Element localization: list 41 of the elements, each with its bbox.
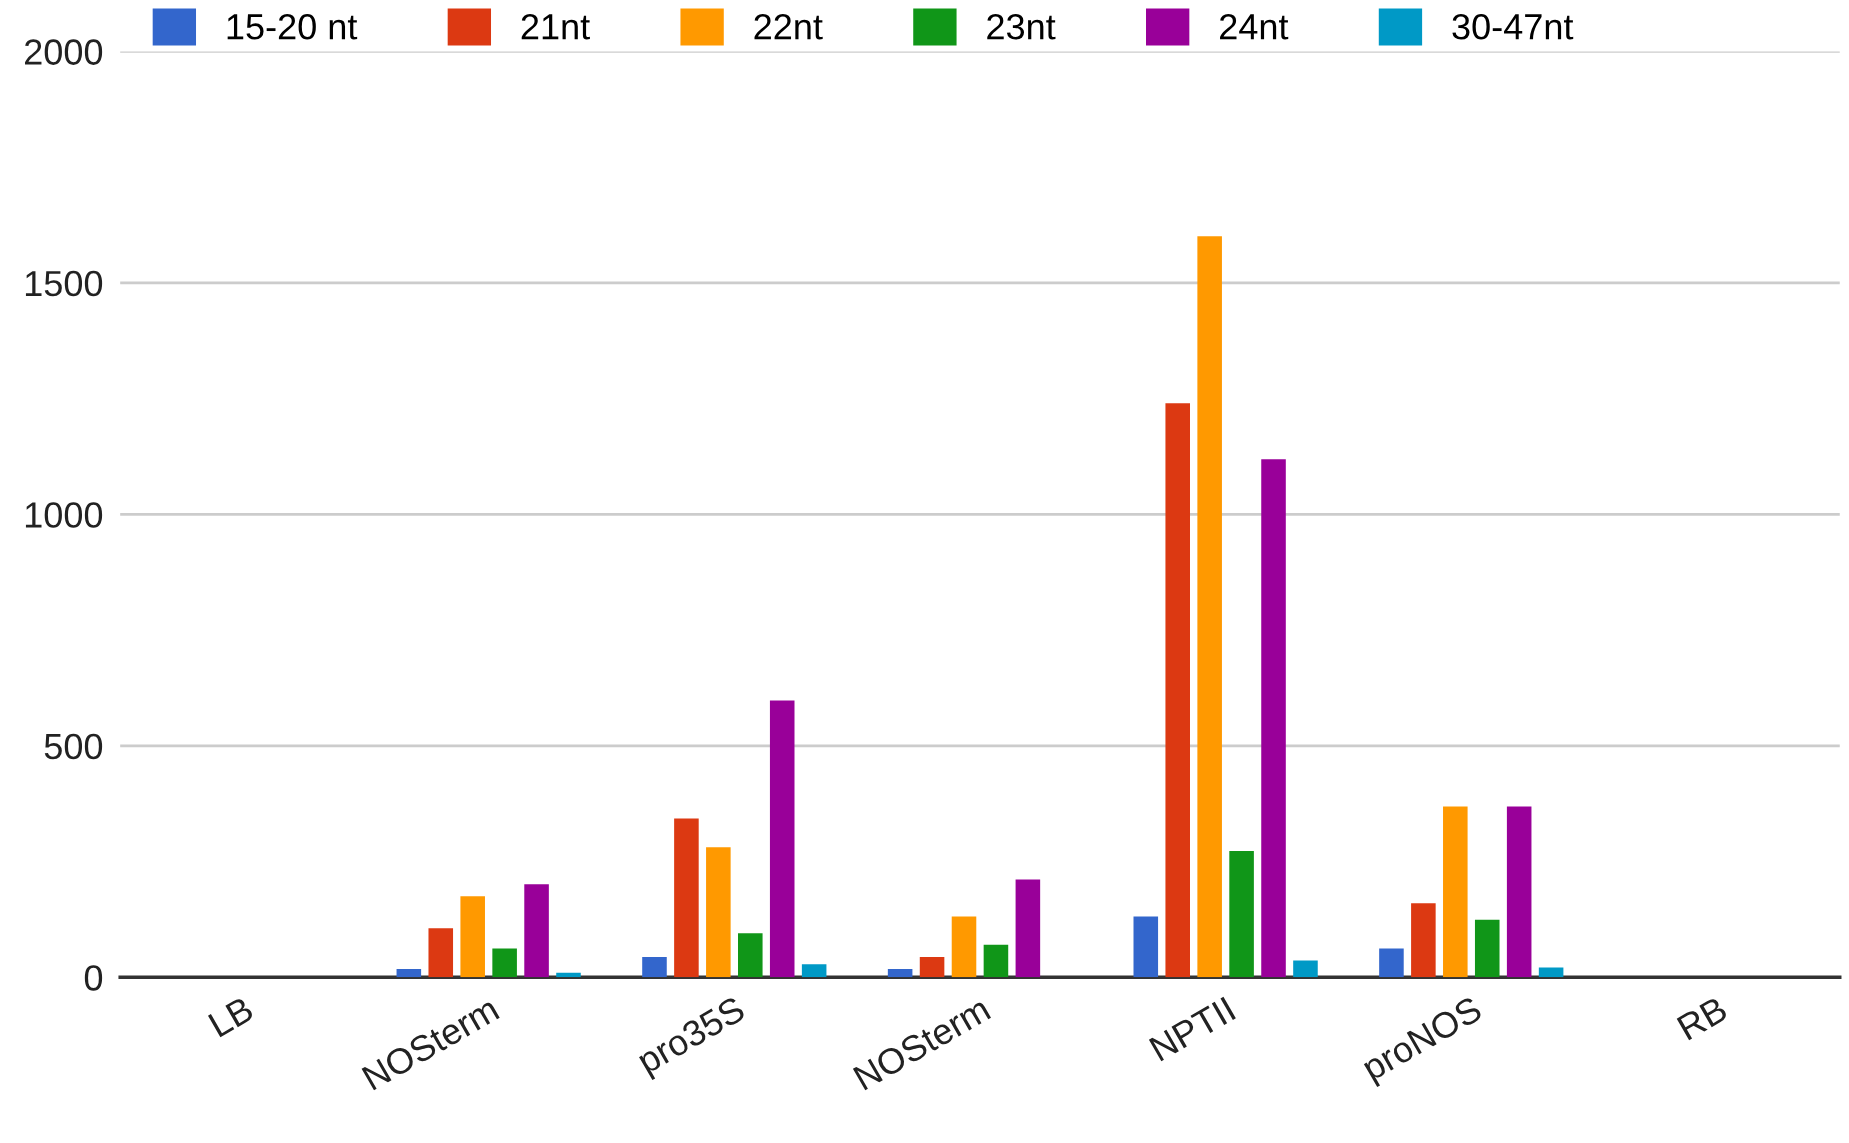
bar: [1261, 459, 1286, 978]
legend-label: 24nt: [1220, 14, 1289, 40]
legend-label: 30-47nt: [1452, 14, 1574, 40]
bar: [1411, 903, 1436, 978]
bar: [460, 896, 485, 978]
y-tick-label: 0: [84, 965, 103, 991]
bar: [1538, 967, 1564, 978]
bar: [983, 944, 1009, 978]
bar: [738, 933, 763, 978]
bar: [1293, 960, 1318, 978]
bar: [1379, 948, 1404, 978]
x-tick-label: LB: [207, 996, 255, 1038]
bar: [801, 964, 827, 978]
bar: [1015, 879, 1041, 978]
bar: [1506, 806, 1532, 978]
bar: [769, 700, 795, 978]
bar: [642, 956, 667, 978]
bar: [1165, 403, 1190, 978]
y-tick-label: 2000: [25, 39, 103, 65]
bar: [428, 928, 454, 978]
bar: [919, 956, 945, 978]
legend-label: 15-20 nt: [227, 14, 358, 40]
legend-label: 23nt: [987, 14, 1056, 40]
bar: [492, 948, 517, 978]
bar: [1197, 236, 1222, 978]
bar: [1443, 806, 1468, 978]
bar: [951, 916, 977, 978]
bar: [674, 818, 699, 978]
y-tick-label: 500: [44, 733, 103, 760]
y-tick-label: 1000: [25, 502, 103, 528]
bar: [1474, 919, 1500, 978]
legend-label: 21nt: [521, 14, 590, 40]
x-tick-label: RB: [1676, 996, 1729, 1041]
bar: [1229, 850, 1254, 978]
bar: [706, 847, 731, 978]
legend-label: 22nt: [754, 14, 823, 40]
bar: [1133, 916, 1159, 978]
bar: [396, 968, 422, 978]
bar: [887, 968, 913, 978]
bar: [524, 884, 549, 978]
y-tick-label: 1500: [25, 270, 103, 297]
